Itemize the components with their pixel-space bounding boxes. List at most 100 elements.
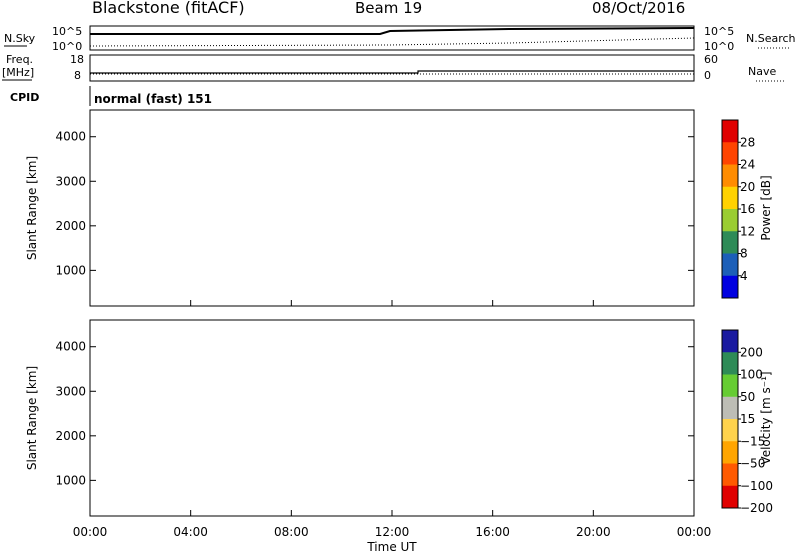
cpid-value: normal (fast) 151 bbox=[94, 92, 212, 106]
velocity-colorbar-color-7 bbox=[722, 485, 738, 509]
noise-left-tick-bottom: 10^0 bbox=[52, 40, 82, 53]
freq-tick-bottom: 8 bbox=[74, 69, 81, 82]
time-tick-label-0: 00:00 bbox=[73, 525, 108, 539]
power-colorbar-color-6 bbox=[722, 253, 738, 277]
velocity-ylabel: Slant Range [km] bbox=[25, 366, 39, 470]
freq-tick-top: 18 bbox=[70, 53, 84, 66]
nave-tick-bottom: 0 bbox=[704, 69, 711, 82]
power-ytick-label-0: 1000 bbox=[55, 263, 86, 277]
noise-panel-frame bbox=[89, 25, 695, 51]
frequency-line bbox=[90, 70, 694, 74]
freq-label-top: Freq. bbox=[6, 53, 33, 66]
noise-search-line bbox=[89, 37, 695, 47]
power-y-axis: 1000 2000 3000 4000 bbox=[55, 130, 694, 277]
velocity-heatmap bbox=[90, 398, 694, 516]
noise-left-tick-top: 10^5 bbox=[52, 25, 82, 38]
velocity-ytick-label-0: 1000 bbox=[55, 473, 86, 487]
power-colorbar-tick-label-0: 28 bbox=[740, 135, 755, 149]
time-tick-label-3: 12:00 bbox=[375, 525, 410, 539]
velocity-ytick-label-1: 2000 bbox=[55, 429, 86, 443]
noise-right-label: N.Search bbox=[746, 32, 796, 45]
time-tick-label-6: 00:00 bbox=[677, 525, 712, 539]
power-echoes bbox=[90, 187, 694, 306]
velocity-colorbar-color-1 bbox=[722, 352, 738, 375]
velocity-ytick-label-3: 4000 bbox=[55, 340, 86, 354]
frequency-series bbox=[90, 70, 694, 75]
power-panel: 1000 2000 3000 4000 Slant Range [km] 28 24 20… bbox=[25, 109, 773, 307]
power-colorbar-tick-label-3: 16 bbox=[740, 202, 755, 216]
power-colorbar-color-4 bbox=[722, 209, 738, 232]
nave-label: Nave bbox=[748, 65, 776, 78]
noise-panel: N.Sky 10^5 10^0 10^5 10^0 N.Search bbox=[4, 25, 796, 53]
power-ylabel: Slant Range [km] bbox=[25, 156, 39, 260]
power-colorbar-color-5 bbox=[722, 231, 738, 254]
power-band-core bbox=[417, 255, 669, 273]
frequency-panel: Freq. [MHz] 18 8 60 0 Nave bbox=[2, 53, 784, 82]
power-colorbar-color-2 bbox=[722, 164, 738, 188]
noise-series bbox=[89, 27, 695, 47]
velocity-colorbar-tick-label-3: 15 bbox=[740, 412, 755, 426]
velocity-y-axis: 1000 2000 3000 4000 bbox=[55, 340, 694, 487]
time-axis-label: Time UT bbox=[366, 540, 417, 554]
power-band-inner-1 bbox=[213, 233, 347, 248]
power-colorbar-label: Power [dB] bbox=[759, 175, 773, 240]
frequency-panel-frame bbox=[89, 54, 695, 82]
noise-right-tick-top: 10^5 bbox=[704, 25, 734, 38]
power-colorbar-color-3 bbox=[722, 186, 738, 210]
velocity-colorbar-tick-label-6: −100 bbox=[740, 479, 773, 493]
nave-tick-top: 60 bbox=[704, 53, 718, 66]
velocity-colorbar-tick-label-4: −15 bbox=[740, 434, 765, 448]
velocity-panel: 1000 2000 3000 4000 00:00 04:00 08:00 12:00 16:… bbox=[25, 319, 773, 554]
power-colorbar: 28 24 20 16 12 8 4 bbox=[721, 119, 755, 299]
power-colorbar-color-0 bbox=[722, 120, 738, 143]
velocity-colorbar-color-5 bbox=[722, 441, 738, 464]
time-axis: 00:00 04:00 08:00 12:00 16:00 20:00 00:00 bbox=[73, 510, 712, 539]
velocity-colorbar-color-2 bbox=[722, 374, 738, 398]
cpid-label: CPID bbox=[10, 91, 39, 104]
velocity-colorbar-label: Velocity [m s⁻¹] bbox=[759, 371, 773, 464]
date-label: 08/Oct/2016 bbox=[592, 0, 686, 17]
velocity-ground-scatter-late bbox=[392, 438, 694, 492]
time-tick-label-5: 20:00 bbox=[576, 525, 611, 539]
power-ytick-label-2: 3000 bbox=[55, 174, 86, 188]
chart-title: Blackstone (fitACF) bbox=[92, 0, 245, 17]
velocity-ground-scatter-early bbox=[100, 398, 191, 457]
beam-label: Beam 19 bbox=[355, 0, 423, 17]
velocity-colorbar: 200 100 50 15 −15 −50 −100 −200 bbox=[721, 329, 773, 515]
power-colorbar-color-1 bbox=[722, 142, 738, 165]
velocity-near-range-clutter bbox=[90, 502, 694, 516]
velocity-ytick-label-2: 3000 bbox=[55, 384, 86, 398]
power-ytick-label-1: 2000 bbox=[55, 219, 86, 233]
power-colorbar-tick-label-5: 8 bbox=[740, 247, 748, 261]
power-band-inner-0 bbox=[90, 195, 204, 244]
power-near-range-clutter bbox=[90, 292, 694, 306]
power-colorbar-tick-label-6: 4 bbox=[740, 269, 748, 283]
velocity-colorbar-color-4 bbox=[722, 419, 738, 442]
velocity-colorbar-tick-label-5: −50 bbox=[740, 457, 765, 471]
velocity-colorbar-tick-label-0: 200 bbox=[740, 345, 763, 359]
cpid-panel: CPID normal (fast) 151 bbox=[10, 86, 212, 106]
power-x-ticks bbox=[89, 300, 695, 306]
velocity-colorbar-tick-label-2: 50 bbox=[740, 390, 755, 404]
time-tick-label-4: 16:00 bbox=[475, 525, 510, 539]
power-heatmap bbox=[90, 187, 694, 306]
velocity-colorbar-tick-label-1: 100 bbox=[740, 368, 763, 382]
velocity-colorbar-color-6 bbox=[722, 463, 738, 487]
power-colorbar-color-7 bbox=[722, 275, 738, 299]
velocity-colorbar-tick-label-7: −200 bbox=[740, 501, 773, 515]
power-colorbar-tick-label-4: 12 bbox=[740, 224, 755, 238]
power-ytick-label-3: 4000 bbox=[55, 130, 86, 144]
power-colorbar-tick-label-1: 24 bbox=[740, 158, 755, 172]
noise-left-label: N.Sky bbox=[4, 32, 36, 45]
velocity-colorbar-color-3 bbox=[722, 396, 738, 420]
time-tick-label-1: 04:00 bbox=[173, 525, 208, 539]
velocity-flow-segment bbox=[215, 444, 347, 459]
freq-label-unit: [MHz] bbox=[2, 66, 34, 79]
noise-right-tick-bottom: 10^0 bbox=[704, 40, 734, 53]
power-colorbar-tick-label-2: 20 bbox=[740, 180, 755, 194]
velocity-colorbar-color-0 bbox=[722, 330, 738, 353]
velocity-echoes bbox=[90, 398, 694, 516]
noise-sky-line bbox=[90, 27, 695, 35]
time-tick-label-2: 08:00 bbox=[274, 525, 309, 539]
